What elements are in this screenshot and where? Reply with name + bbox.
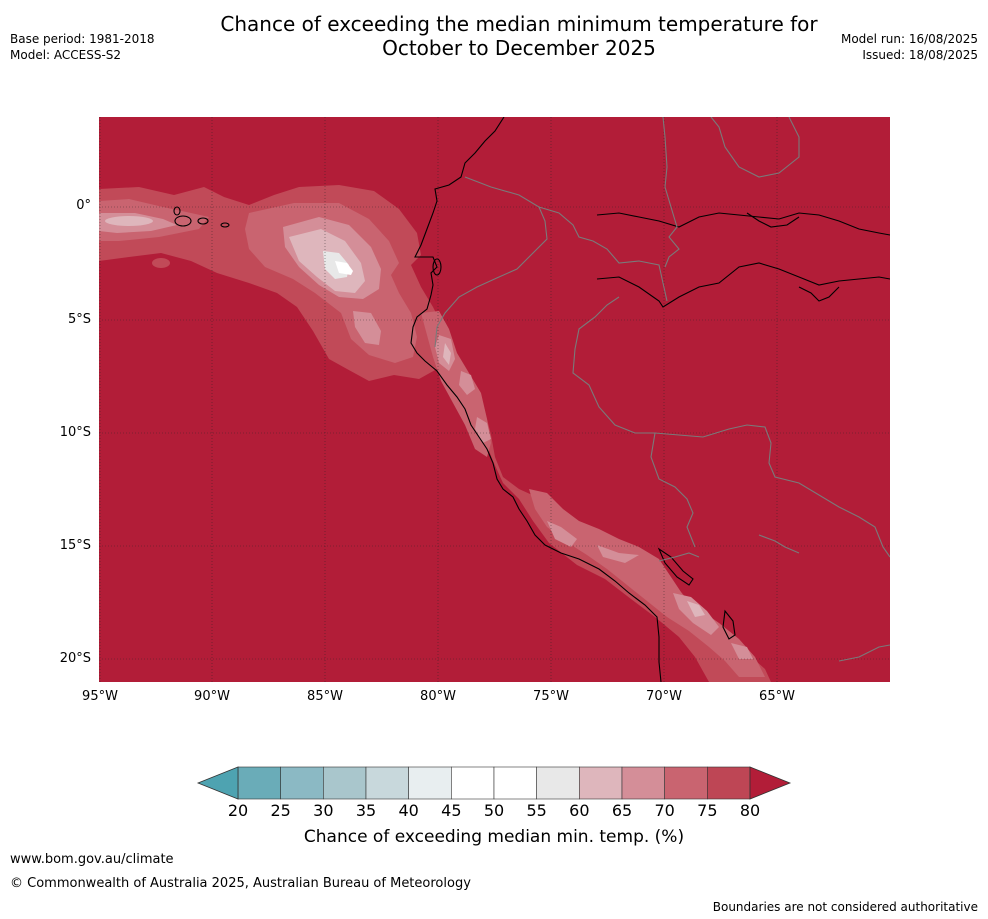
lon-label-80w: 80°W: [420, 689, 456, 704]
contour-50-55: [335, 261, 353, 275]
probability-map: [99, 117, 890, 682]
lat-label-20s: 20°S: [59, 651, 91, 666]
footer-note: Boundaries are not considered authoritat…: [712, 900, 978, 914]
colorbar-tick-label: 60: [569, 801, 590, 820]
colorbar-tick-label: 70: [654, 801, 675, 820]
footer-url: www.bom.gov.au/climate: [10, 852, 174, 867]
colorbar-tick-label: 35: [355, 801, 377, 820]
country-borders: [434, 117, 890, 662]
colorbar-tick-label: 50: [483, 801, 505, 820]
colorbar-cell: [365, 766, 409, 800]
lon-label-95w: 95°W: [82, 689, 118, 704]
colorbar-cell: [280, 766, 324, 800]
colorbar-cell: [408, 766, 452, 800]
meta-left: Base period: 1981-2018 Model: ACCESS-S2: [10, 31, 155, 63]
map-panel: [99, 117, 890, 682]
colorbar-cell: [493, 766, 537, 800]
colorbar: [196, 766, 792, 800]
colorbar-cell: [621, 766, 665, 800]
colorbar-cell: [323, 766, 367, 800]
colorbar-cells: [237, 766, 751, 800]
model-run-text: Model run: 16/08/2025: [840, 32, 978, 46]
colorbar-tick-label: 75: [697, 801, 718, 820]
colorbar-under-arrow: [196, 766, 239, 800]
colorbar-tick-label: 80: [739, 801, 761, 820]
colorbar-tick-label: 55: [526, 801, 547, 820]
colorbar-tick-label: 25: [270, 801, 291, 820]
issued-text: Issued: 18/08/2025: [862, 48, 978, 62]
footer-copyright: © Commonwealth of Australia 2025, Austra…: [10, 876, 471, 891]
colorbar-tick-label: 45: [441, 801, 462, 820]
colorbar-over-arrow: [749, 766, 792, 800]
colorbar-cell: [579, 766, 623, 800]
lat-label-10s: 10°S: [59, 425, 91, 440]
colorbar-title: Chance of exceeding median min. temp. (%…: [303, 827, 685, 847]
lon-label-90w: 90°W: [194, 689, 230, 704]
lon-label-70w: 70°W: [646, 689, 682, 704]
colorbar-tick-label: 40: [398, 801, 419, 820]
lon-label-85w: 85°W: [307, 689, 343, 704]
gridlines: [99, 117, 890, 682]
lat-label-0: 0°: [76, 198, 91, 213]
colorbar-cell: [707, 766, 751, 800]
colorbar-cell: [536, 766, 580, 800]
colorbar-tick-label: 20: [227, 801, 249, 820]
coastline: [173, 117, 890, 682]
lat-label-5s: 5°S: [67, 312, 91, 327]
meta-right: Model run: 16/08/2025 Issued: 18/08/2025: [841, 31, 978, 63]
model-text: Model: ACCESS-S2: [10, 48, 122, 62]
colorbar-cell: [237, 766, 281, 800]
colorbar-cell: [451, 766, 495, 800]
map-title-line1: Chance of exceeding the median minimum t…: [220, 12, 818, 36]
map-title: Chance of exceeding the median minimum t…: [0, 12, 988, 60]
colorbar-tick-label: 65: [611, 801, 633, 820]
lon-label-65w: 65°W: [759, 689, 795, 704]
colorbar-tick-label: 30: [313, 801, 334, 820]
colorbar-cell: [664, 766, 708, 800]
lat-label-15s: 15°S: [59, 538, 91, 553]
base-period-text: Base period: 1981-2018: [10, 32, 155, 46]
lon-label-75w: 75°W: [533, 689, 569, 704]
map-title-line2: October to December 2025: [382, 36, 656, 60]
